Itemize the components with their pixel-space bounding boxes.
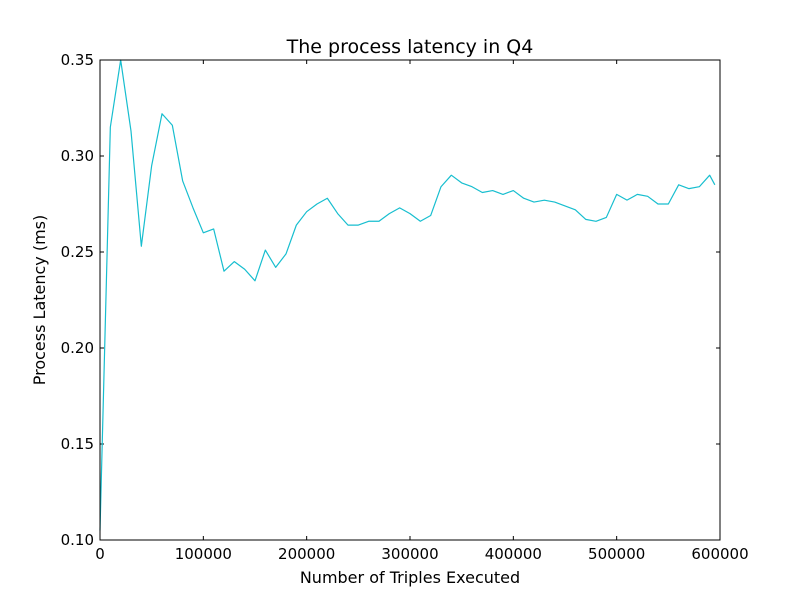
x-axis: 0 100000 200000 300000 400000 500000 600000 <box>95 60 749 563</box>
plot-frame <box>99 59 721 541</box>
y-tick-label: 0.15 <box>61 435 94 453</box>
y-tick-label: 0.30 <box>61 147 94 165</box>
x-tick-label: 0 <box>95 545 105 563</box>
x-tick-label: 100000 <box>175 545 232 563</box>
y-tick-label: 0.10 <box>61 531 94 549</box>
y-tick-label: 0.20 <box>61 339 94 357</box>
y-tick-label: 0.25 <box>61 243 94 261</box>
y-axis: 0.10 0.15 0.20 0.25 0.30 0.35 <box>61 51 720 549</box>
x-axis-label: Number of Triples Executed <box>300 568 520 587</box>
x-tick-label: 600000 <box>691 545 748 563</box>
series-line <box>99 59 716 531</box>
y-axis-label: Process Latency (ms) <box>30 215 49 386</box>
x-tick-label: 500000 <box>588 545 645 563</box>
x-tick-label: 300000 <box>381 545 438 563</box>
series-layer <box>99 59 716 531</box>
chart-title: The process latency in Q4 <box>286 36 534 58</box>
x-tick-label: 200000 <box>278 545 335 563</box>
x-tick-label: 400000 <box>485 545 542 563</box>
y-tick-label: 0.35 <box>61 51 94 69</box>
